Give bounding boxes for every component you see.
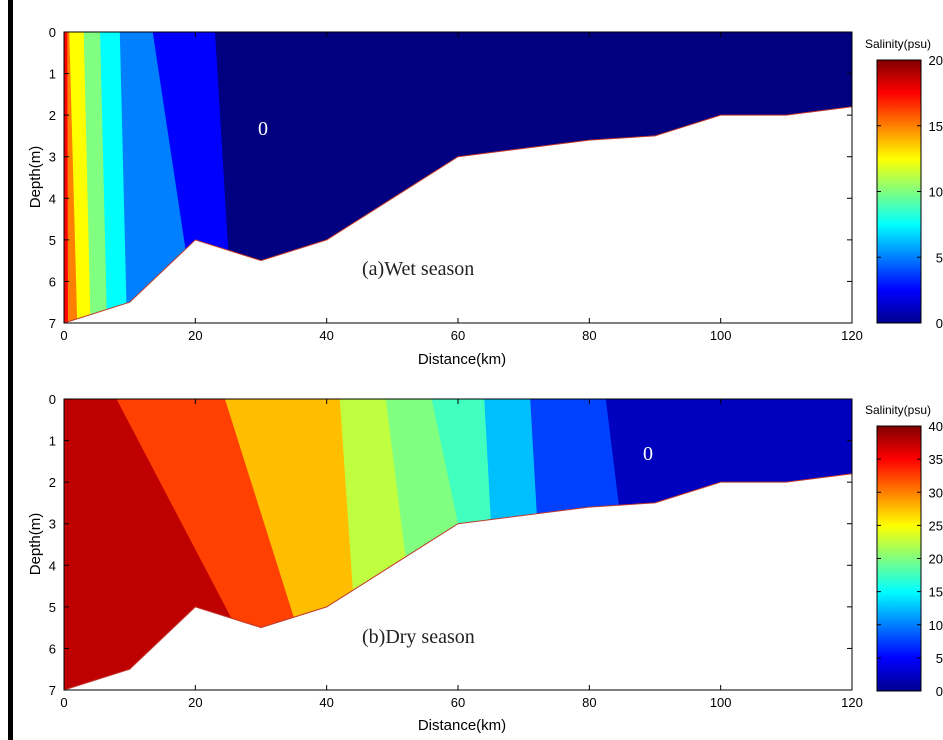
y-tick-label: 5: [49, 233, 56, 248]
x-tick-label: 20: [188, 328, 202, 343]
colorbar-tick-label: 0: [936, 316, 943, 331]
y-tick-label: 4: [49, 558, 56, 573]
colorbar-tick-label: 0: [936, 684, 943, 699]
colorbar-gradient: [876, 59, 922, 324]
panel-annotation: (b)Dry season: [362, 626, 475, 648]
x-tick-label: 40: [319, 695, 333, 710]
left-border-bar: [8, 0, 13, 740]
y-tick-label: 1: [49, 67, 56, 82]
y-tick-label: 5: [49, 600, 56, 615]
panel-dry-season: 0 (b)Dry season Distance(km) Depth(m) 0 2…: [27, 392, 943, 734]
y-tick-label: 6: [49, 641, 56, 656]
colorbar-tick-label: 15: [929, 585, 943, 600]
riverbed-line: [63, 106, 853, 324]
colorbar-tick-label: 30: [929, 485, 943, 500]
y-tick-label: 2: [49, 108, 56, 123]
colorbar-gradient: [876, 425, 922, 692]
x-tick-label: 0: [60, 695, 67, 710]
y-tick-label: 2: [49, 475, 56, 490]
x-axis-label: Distance(km): [418, 351, 506, 368]
riverbed-region: [64, 473, 852, 690]
x-tick-label: 80: [582, 695, 596, 710]
colorbar-tick-label: 20: [929, 552, 943, 567]
y-tick-label: 6: [49, 274, 56, 289]
colorbar-tick-label: 35: [929, 452, 943, 467]
x-tick-label: 60: [451, 695, 465, 710]
y-tick-label: 1: [49, 434, 56, 449]
x-tick-label: 120: [841, 328, 863, 343]
panel-wet-season: 0 (a)Wet season Distance(km) Depth(m) 0 2…: [27, 25, 943, 368]
colorbar-tick-label: 25: [929, 518, 943, 533]
y-tick-label: 4: [49, 191, 56, 206]
x-tick-label: 120: [841, 695, 863, 710]
y-axis-label: Depth(m): [27, 513, 44, 576]
x-tick-label: 40: [319, 328, 333, 343]
x-tick-label: 80: [582, 328, 596, 343]
colorbar-tick-label: 15: [929, 119, 943, 134]
panel-annotation: (a)Wet season: [362, 258, 474, 280]
colorbar-tick-label: 5: [936, 250, 943, 265]
x-tick-label: 60: [451, 328, 465, 343]
x-tick-label: 0: [60, 328, 67, 343]
plot-area: [63, 398, 853, 691]
colorbar-tick-label: 5: [936, 651, 943, 666]
colorbar-tick-label: 10: [929, 185, 943, 200]
riverbed-line: [63, 473, 853, 691]
x-tick-label: 100: [710, 695, 732, 710]
y-tick-label: 0: [49, 25, 56, 40]
colorbar-tick-label: 10: [929, 618, 943, 633]
riverbed-region: [64, 106, 852, 323]
contour-zero-label: 0: [643, 443, 653, 465]
salinity-band: [215, 32, 852, 261]
colorbar: 0 5 10 15 20 25 30 35 40: [876, 419, 943, 699]
y-tick-label: 3: [49, 150, 56, 165]
colorbar-title: Salinity(psu): [865, 403, 931, 417]
plot-area: [63, 31, 853, 324]
contour-zero-label: 0: [258, 118, 268, 140]
axis-ticks: 0 20 40 60 80 100 120 0 1 2 3 4 5 6 7: [49, 25, 863, 343]
y-axis-label: Depth(m): [27, 146, 44, 209]
salinity-band: [605, 399, 852, 506]
colorbar: 0 5 10 15 20: [876, 53, 943, 331]
y-tick-label: 7: [49, 316, 56, 331]
x-tick-label: 100: [710, 328, 732, 343]
y-tick-label: 3: [49, 517, 56, 532]
colorbar-title: Salinity(psu): [865, 37, 931, 51]
axis-ticks: 0 20 40 60 80 100 120 0 1 2 3 4 5 6 7: [49, 392, 863, 710]
colorbar-tick-label: 20: [929, 53, 943, 68]
x-tick-label: 20: [188, 695, 202, 710]
x-axis-label: Distance(km): [418, 717, 506, 734]
y-tick-label: 7: [49, 683, 56, 698]
colorbar-tick-label: 40: [929, 419, 943, 434]
y-tick-label: 0: [49, 392, 56, 407]
